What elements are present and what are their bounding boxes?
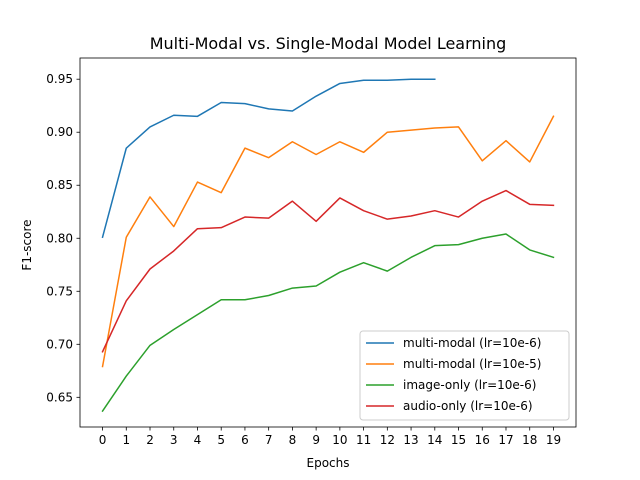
x-tick-label: 16 [475, 433, 490, 447]
series-line-1 [101, 78, 436, 239]
x-tick-label: 15 [451, 433, 466, 447]
x-tick-label: 0 [99, 433, 107, 447]
x-tick-label: 11 [356, 433, 371, 447]
y-tick-label: 0.95 [46, 72, 73, 86]
y-tick-label: 0.65 [46, 390, 73, 404]
y-tick-label: 0.75 [46, 284, 73, 298]
series-line-4 [101, 189, 555, 353]
x-tick-label: 14 [427, 433, 442, 447]
y-tick-label: 0.80 [46, 231, 73, 245]
ticks-layer: 0 1 2 3 4 5 6 7 8 9 10 11 12 13 14 15 16 17 18 190.650.700.… [46, 72, 561, 447]
x-tick-label: 5 [217, 433, 225, 447]
x-tick-label: 19 [546, 433, 561, 447]
x-tick-label: 3 [170, 433, 178, 447]
legend-label-3: image-only (lr=10e-6) [403, 378, 536, 392]
x-tick-label: 9 [312, 433, 320, 447]
legend: multi-modal (lr=10e-6) multi-modal (lr=10… [359, 330, 570, 421]
x-tick-label: 13 [403, 433, 418, 447]
x-tick-label: 4 [194, 433, 202, 447]
y-axis-label: F1-score [20, 219, 34, 270]
x-tick-label: 10 [332, 433, 347, 447]
y-tick-label: 0.90 [46, 125, 73, 139]
x-tick-label: 6 [241, 433, 249, 447]
plot-frame [79, 57, 577, 428]
x-tick-label: 17 [498, 433, 513, 447]
chart-title: Multi-Modal vs. Single-Modal Model Learn… [150, 34, 507, 53]
x-tick-label: 2 [146, 433, 154, 447]
x-tick-label: 8 [289, 433, 297, 447]
x-axis-label: Epochs [307, 456, 350, 470]
axes-layer [79, 57, 577, 428]
y-tick-label: 0.85 [46, 178, 73, 192]
y-tick-label: 0.70 [46, 337, 73, 351]
series-layer [101, 78, 555, 413]
x-tick-label: 1 [122, 433, 130, 447]
x-tick-label: 7 [265, 433, 273, 447]
x-tick-label: 12 [380, 433, 395, 447]
series-line-3 [101, 233, 555, 413]
legend-label-2: multi-modal (lr=10e-5) [403, 357, 541, 371]
x-tick-label: 18 [522, 433, 537, 447]
legend-label-4: audio-only (lr=10e-6) [403, 399, 533, 413]
legend-box [359, 330, 570, 421]
legend-label-1: multi-modal (lr=10e-6) [403, 336, 541, 350]
series-line-2 [101, 115, 555, 368]
